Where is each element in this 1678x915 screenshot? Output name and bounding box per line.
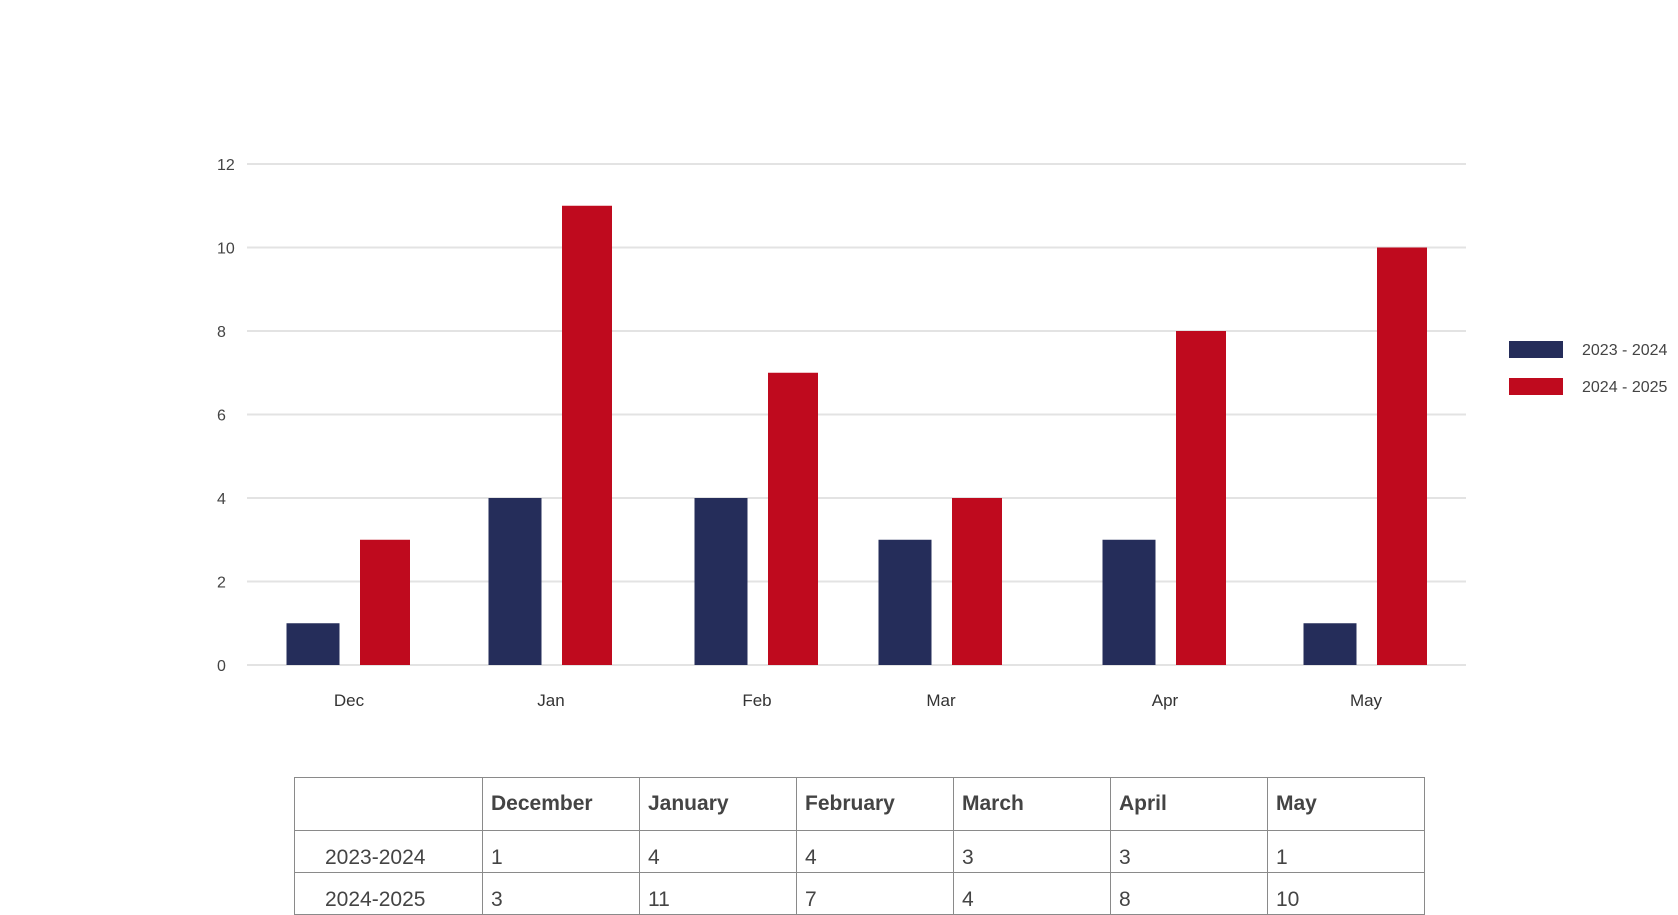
table-header-january: January [639, 777, 797, 831]
bar-series-1-feb [694, 498, 748, 665]
bar-series-2-dec [360, 539, 410, 665]
y-tick-label: 6 [217, 408, 226, 425]
legend-label: 2024 - 2025 [1582, 379, 1668, 396]
y-tick-label: 12 [217, 157, 235, 174]
table-cell: 4 [639, 830, 797, 873]
bar-series-2-may [1377, 247, 1427, 665]
y-tick-label: 4 [217, 491, 226, 508]
y-tick-label: 0 [217, 658, 226, 675]
legend: 2023 - 2024 2024 - 2025 [1509, 341, 1668, 396]
data-table: December January February March April Ma… [294, 777, 1425, 915]
bar-series-1-dec [286, 623, 340, 665]
bar-chart: 0 2 4 6 8 10 12 Dec Jan Feb Mar Apr May 2023 - 2024… [217, 157, 1668, 710]
table-row: 2024-2025 3 11 7 4 8 10 [294, 872, 1425, 915]
x-tick-label: Mar [926, 691, 956, 710]
table-header-may: May [1267, 777, 1425, 831]
table-cell: 3 [482, 872, 640, 915]
table-cell: 10 [1267, 872, 1425, 915]
table-row-label: 2023-2024 [294, 830, 483, 873]
table-cell: 1 [482, 830, 640, 873]
table-cell: 3 [1110, 830, 1268, 873]
x-tick-label: Apr [1152, 691, 1179, 710]
x-tick-label: Jan [537, 691, 564, 710]
bar-series-1-jan [488, 498, 542, 665]
legend-swatch [1509, 341, 1563, 358]
y-tick-label: 2 [217, 575, 226, 592]
table-cell: 4 [953, 872, 1111, 915]
bars [286, 205, 1427, 665]
table-header-row: December January February March April Ma… [294, 777, 1425, 831]
y-axis: 0 2 4 6 8 10 12 [217, 157, 235, 675]
bar-series-2-mar [952, 498, 1002, 665]
bar-series-1-may [1303, 623, 1357, 665]
x-axis: Dec Jan Feb Mar Apr May [334, 691, 1383, 710]
legend-swatch [1509, 378, 1563, 395]
table-header-february: February [796, 777, 954, 831]
table-cell: 3 [953, 830, 1111, 873]
table-cell: 8 [1110, 872, 1268, 915]
table-header-december: December [482, 777, 640, 831]
table-header-corner [294, 777, 483, 831]
table-row: 2023-2024 1 4 4 3 3 1 [294, 830, 1425, 873]
bar-series-2-jan [562, 205, 612, 665]
table-cell: 1 [1267, 830, 1425, 873]
table-cell: 7 [796, 872, 954, 915]
x-tick-label: May [1350, 691, 1383, 710]
y-tick-label: 10 [217, 241, 235, 258]
table-cell: 11 [639, 872, 797, 915]
bar-series-2-apr [1176, 331, 1226, 665]
bar-series-1-apr [1102, 539, 1156, 665]
table-header-april: April [1110, 777, 1268, 831]
bar-series-2-feb [768, 372, 818, 665]
y-tick-label: 8 [217, 324, 226, 341]
bar-series-1-mar [878, 539, 932, 665]
legend-label: 2023 - 2024 [1582, 342, 1668, 359]
table-header-march: March [953, 777, 1111, 831]
table-cell: 4 [796, 830, 954, 873]
grid-layer [247, 163, 1466, 666]
x-tick-label: Dec [334, 691, 365, 710]
table-row-label: 2024-2025 [294, 872, 483, 915]
x-tick-label: Feb [742, 691, 771, 710]
